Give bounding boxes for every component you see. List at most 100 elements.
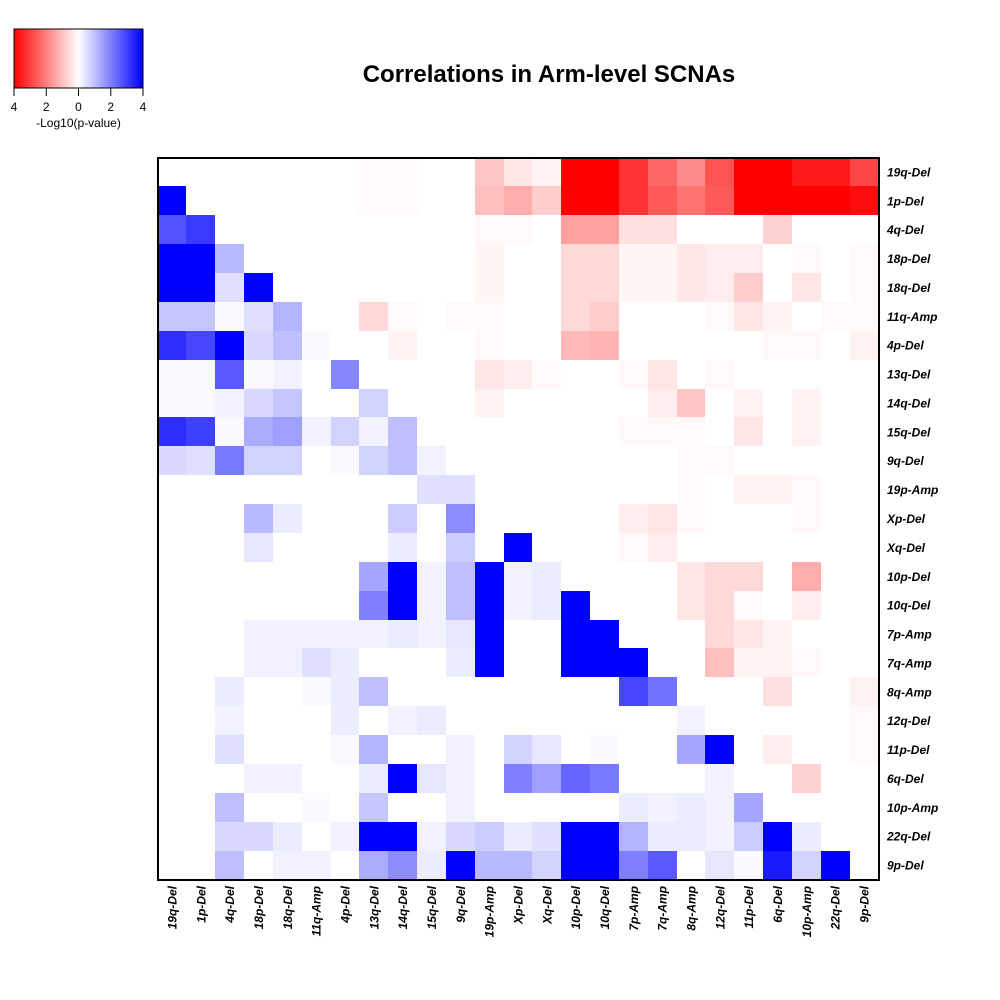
heatmap-cell-7p-Amp-x-Xp-Del [504,620,533,649]
heatmap-cell-19p-Amp-x-9q-Del [446,475,476,505]
heatmap-cell-19q-Del-x-10p-Del [561,158,591,187]
heatmap-cell-11q-Amp-x-4q-Del [215,302,245,332]
heatmap-cell-12q-Del-x-10p-Amp [792,706,822,736]
heatmap-cell-10q-Del-x-14q-Del [388,591,418,621]
heatmap-cell-9q-Del-x-10q-Del [590,446,620,476]
heatmap-cell-19p-Amp-x-11q-Amp [302,475,332,505]
heatmap-cell-10q-Del-x-8q-Amp [677,591,706,621]
heatmap-cell-13q-Del-x-10q-Del [590,360,620,390]
heatmap-cell-9q-Del-x-7p-Amp [619,446,649,476]
heatmap-cell-19q-Del-x-12q-Del [705,158,735,187]
heatmap-cell-14q-Del-x-19p-Amp [475,389,505,418]
heatmap-cell-19p-Amp-x-Xp-Del [504,475,533,505]
heatmap-cell-8q-Amp-x-4p-Del [331,677,360,707]
heatmap-cell-10p-Amp-x-22q-Del [821,793,851,823]
heatmap-cell-14q-Del-x-10p-Del [561,389,591,418]
heatmap-cell-4p-Del-x-4q-Del [215,331,245,361]
heatmap-cell-10p-Del-x-4q-Del [215,562,245,592]
heatmap-cell-7p-Amp-x-1p-Del [186,620,216,649]
heatmap-cell-9p-Del-x-9q-Del [446,851,476,881]
heatmap-cell-7q-Amp-x-9p-Del [850,648,880,678]
heatmap-cell-4p-Del-x-4p-Del [331,331,360,361]
heatmap-cell-7p-Amp-x-6q-Del [763,620,793,649]
heatmap-cell-11p-Del-x-6q-Del [763,735,793,765]
heatmap-cell-7p-Amp-x-11p-Del [734,620,764,649]
heatmap-cell-6q-Del-x-4p-Del [331,764,360,794]
heatmap-cell-15q-Del-x-15q-Del [417,417,447,447]
heatmap-cell-10q-Del-x-4p-Del [331,591,360,621]
heatmap-cell-19q-Del-x-8q-Amp [677,158,706,187]
heatmap-cell-18q-Del-x-9q-Del [446,273,476,303]
heatmap-cell-4p-Del-x-12q-Del [705,331,735,361]
heatmap-cell-9p-Del-x-15q-Del [417,851,447,881]
heatmap-cell-10p-Amp-x-10q-Del [590,793,620,823]
heatmap-cell-12q-Del-x-9q-Del [446,706,476,736]
heatmap-cell-10q-Del-x-10p-Del [561,591,591,621]
heatmap-cell-19p-Amp-x-22q-Del [821,475,851,505]
heatmap-cell-4p-Del-x-10q-Del [590,331,620,361]
heatmap-cell-9p-Del-x-14q-Del [388,851,418,881]
heatmap-cell-18q-Del-x-6q-Del [763,273,793,303]
heatmap-cell-7p-Amp-x-12q-Del [705,620,735,649]
heatmap-cell-8q-Amp-x-7p-Amp [619,677,649,707]
heatmap-cell-4q-Del-x-11q-Amp [302,215,332,245]
heatmap-cell-Xq-Del-x-13q-Del [359,533,389,563]
heatmap-cell-9p-Del-x-11q-Amp [302,851,332,881]
heatmap-cell-19q-Del-x-22q-Del [821,158,851,187]
heatmap-cell-15q-Del-x-7q-Amp [648,417,678,447]
heatmap-cell-1p-Del-x-15q-Del [417,186,447,216]
heatmap-cell-18p-Del-x-10p-Del [561,244,591,274]
heatmap-cell-10p-Del-x-19p-Amp [475,562,505,592]
heatmap-cell-8q-Amp-x-19p-Amp [475,677,505,707]
heatmap-cell-19q-Del-x-18p-Del [244,158,274,187]
heatmap-cell-8q-Amp-x-10p-Amp [792,677,822,707]
heatmap-cell-Xp-Del-x-12q-Del [705,504,735,534]
heatmap-cell-18p-Del-x-9q-Del [446,244,476,274]
heatmap-cell-6q-Del-x-9q-Del [446,764,476,794]
heatmap-cell-10p-Amp-x-Xp-Del [504,793,533,823]
heatmap-cell-9q-Del-x-22q-Del [821,446,851,476]
heatmap-cell-6q-Del-x-12q-Del [705,764,735,794]
heatmap-cell-4p-Del-x-22q-Del [821,331,851,361]
heatmap-cell-10p-Amp-x-19p-Amp [475,793,505,823]
heatmap-cell-4q-Del-x-18p-Del [244,215,274,245]
heatmap-cell-14q-Del-x-1p-Del [186,389,216,418]
heatmap-cell-Xq-Del-x-14q-Del [388,533,418,563]
heatmap-cell-11p-Del-x-11p-Del [734,735,764,765]
heatmap-cell-18p-Del-x-19q-Del [158,244,187,274]
heatmap-cell-10p-Del-x-9p-Del [850,562,880,592]
heatmap-cell-18p-Del-x-10p-Amp [792,244,822,274]
heatmap-cell-18q-Del-x-Xq-Del [532,273,562,303]
row-label-18q-Del: 18q-Del [887,281,931,295]
heatmap-cell-19q-Del-x-6q-Del [763,158,793,187]
heatmap-cell-13q-Del-x-1p-Del [186,360,216,390]
legend-ticks: 4 2 0 2 4 [11,88,147,114]
heatmap-cell-22q-Del-x-22q-Del [821,822,851,852]
heatmap-cell-4q-Del-x-22q-Del [821,215,851,245]
heatmap-cell-18p-Del-x-14q-Del [388,244,418,274]
heatmap-cell-14q-Del-x-11p-Del [734,389,764,418]
heatmap-cell-18q-Del-x-18p-Del [244,273,274,303]
heatmap-cell-15q-Del-x-1p-Del [186,417,216,447]
heatmap-cell-4q-Del-x-18q-Del [273,215,303,245]
heatmap-cell-4q-Del-x-4p-Del [331,215,360,245]
heatmap-cell-7q-Amp-x-15q-Del [417,648,447,678]
heatmap-cell-10p-Amp-x-18q-Del [273,793,303,823]
heatmap-cell-15q-Del-x-14q-Del [388,417,418,447]
heatmap-cell-10p-Del-x-Xp-Del [504,562,533,592]
heatmap-cell-Xq-Del-x-7p-Amp [619,533,649,563]
heatmap-cell-15q-Del-x-12q-Del [705,417,735,447]
heatmap-cell-11p-Del-x-9p-Del [850,735,880,765]
heatmap-cell-9q-Del-x-9p-Del [850,446,880,476]
heatmap-cell-12q-Del-x-7q-Amp [648,706,678,736]
heatmap-cell-1p-Del-x-9q-Del [446,186,476,216]
heatmap-cell-1p-Del-x-4p-Del [331,186,360,216]
heatmap-cell-18q-Del-x-19p-Amp [475,273,505,303]
heatmap-cell-15q-Del-x-4q-Del [215,417,245,447]
heatmap-cell-18q-Del-x-22q-Del [821,273,851,303]
heatmap-cell-7p-Amp-x-4p-Del [331,620,360,649]
heatmap-cell-Xp-Del-x-7q-Amp [648,504,678,534]
heatmap-cell-8q-Amp-x-15q-Del [417,677,447,707]
heatmap-cell-22q-Del-x-Xq-Del [532,822,562,852]
heatmap-cell-11p-Del-x-8q-Amp [677,735,706,765]
